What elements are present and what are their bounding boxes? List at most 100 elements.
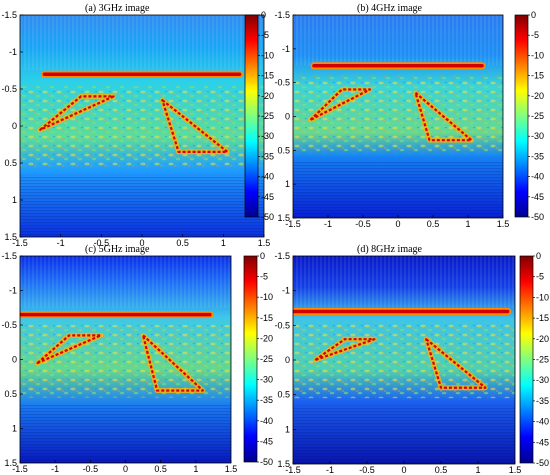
x-tick-label: 1 (475, 465, 480, 475)
y-tick-label: -1.5 (274, 10, 290, 20)
heatmap-stripes-bottom (20, 174, 264, 237)
colorbar-tick-label: -40 (536, 417, 549, 427)
target-triangle-right (414, 91, 473, 142)
y-tick-label: -1.5 (1, 10, 17, 20)
heatmap-stripes-top (20, 15, 264, 71)
x-tick-label: 0 (401, 465, 406, 475)
colorbar-tick-label: -40 (531, 172, 544, 182)
colorbar-tick-label: -25 (531, 111, 544, 121)
target-triangle-left (314, 338, 376, 362)
colorbar-tick-label: -40 (260, 416, 273, 426)
panel-1: -1.5 -1 -0.5 0 0.5 1 1.5-1.5-1-0.500.511.5(a) … (1, 3, 274, 248)
colorbar-tick-label: -50 (531, 212, 544, 222)
colorbar-tick-label: -45 (531, 192, 544, 202)
colorbar-tick-label: -30 (261, 131, 274, 141)
panel-2: -1.5 -1 -0.5 0 0.5 1 1.5-1.5-1-0.500.511.5(b) … (274, 3, 544, 229)
target-triangle-right (141, 334, 204, 392)
heatmap-stripes-bottom (293, 405, 515, 464)
colorbar-tick-label: -50 (261, 212, 274, 222)
colorbar-tick-label: -10 (261, 50, 274, 60)
x-tick-label: -0.5 (359, 465, 375, 475)
heatmap-body (293, 256, 515, 464)
heatmap-stripes-top (293, 256, 515, 308)
x-tick-label: -0.5 (94, 238, 110, 248)
x-tick-label: 0.5 (154, 464, 167, 474)
colorbar-tick-label: -5 (260, 272, 268, 282)
x-tick-label: -1 (324, 219, 332, 229)
x-tick-label: 0 (395, 219, 400, 229)
x-tick-label: 0 (139, 238, 144, 248)
target-triangle-left (39, 95, 115, 131)
y-tick-label: 0 (12, 121, 17, 131)
y-tick-label: 1.5 (4, 458, 17, 468)
y-tick-label: 1.5 (277, 213, 290, 223)
colorbar-tick-label: -45 (260, 436, 273, 446)
colorbar-tick-label: -20 (261, 91, 274, 101)
heatmap-stripes-bottom (20, 405, 231, 463)
x-tick-label: -1.5 (285, 219, 301, 229)
panel-3: -1.5 -1 -0.5 0 0.5 1 1.5-1.5-1-0.500.511.5(c) … (1, 244, 273, 474)
heatmap-body (20, 15, 264, 237)
colorbar-tick-label: -20 (260, 333, 273, 343)
panel-4: -1.5 -1 -0.5 0 0.5 1 1.5-1.5-1-0.500.511.5(d) … (274, 244, 549, 475)
target-triangle-left (309, 88, 372, 121)
colorbar-tick-label: -20 (531, 91, 544, 101)
x-tick-label: -1 (326, 465, 334, 475)
y-tick-label: -0.5 (274, 320, 290, 330)
y-tick-label: 0.5 (277, 145, 290, 155)
y-tick-label: -1.5 (1, 251, 17, 261)
colorbar-tick-label: -35 (261, 151, 274, 161)
colorbar-tick-label: 0 (536, 251, 541, 261)
colorbar (243, 255, 258, 463)
heatmap-stripes-top (20, 256, 231, 308)
colorbar-tick-label: -15 (531, 71, 544, 81)
y-tick-label: 1.5 (277, 459, 290, 469)
y-tick-label: 1.5 (4, 232, 17, 242)
panel-title: (a) 3GHz image (85, 3, 150, 14)
colorbar (519, 255, 534, 464)
x-tick-label: -1.5 (12, 464, 28, 474)
y-tick-label: 0 (285, 112, 290, 122)
panel-title: (c) 5GHz image (85, 244, 150, 255)
x-tick-label: 1 (465, 219, 470, 229)
colorbar-tick-label: -15 (536, 313, 549, 323)
colorbar-tick-label: -30 (260, 375, 273, 385)
colorbar-tick-label: -30 (536, 375, 549, 385)
y-tick-label: 0.5 (277, 390, 290, 400)
clutter-region (20, 85, 264, 167)
x-tick-label: 0.5 (435, 465, 448, 475)
colorbar-tick-label: -45 (261, 192, 274, 202)
heatmap-body (20, 256, 231, 463)
x-tick-label: 0.5 (176, 238, 189, 248)
x-tick-label: 1.5 (497, 219, 510, 229)
y-tick-label: 0 (12, 355, 17, 365)
colorbar-tick-label: -45 (536, 437, 549, 447)
colorbar-tick-label: -10 (260, 292, 273, 302)
x-tick-label: 1.5 (509, 465, 522, 475)
colorbar-tick-label: -25 (536, 355, 549, 365)
x-tick-label: -0.5 (355, 219, 371, 229)
y-tick-label: 1 (12, 424, 17, 434)
x-tick-label: -1 (51, 464, 59, 474)
y-tick-label: -0.5 (1, 84, 17, 94)
y-tick-label: 0.5 (4, 389, 17, 399)
colorbar-tick-label: -5 (536, 272, 544, 282)
panel-title: (b) 4GHz image (357, 3, 423, 14)
colorbar-tick-label: 0 (260, 251, 265, 261)
x-tick-label: -0.5 (83, 464, 99, 474)
colorbar-tick-label: -25 (260, 354, 273, 364)
y-tick-label: 0.5 (4, 158, 17, 168)
colorbar-tick-label: -20 (536, 334, 549, 344)
colorbar-tick-label: -25 (261, 111, 274, 121)
heatmap-stripes-bottom (293, 161, 503, 218)
colorbar-tick-label: -5 (261, 30, 269, 40)
x-tick-label: 0.5 (427, 219, 440, 229)
heatmap-body (293, 15, 503, 218)
colorbar (514, 14, 529, 218)
x-tick-label: 1 (221, 238, 226, 248)
y-tick-label: -0.5 (274, 78, 290, 88)
y-tick-label: -1 (282, 44, 290, 54)
colorbar-tick-label: -10 (536, 292, 549, 302)
x-tick-label: -1.5 (12, 238, 28, 248)
